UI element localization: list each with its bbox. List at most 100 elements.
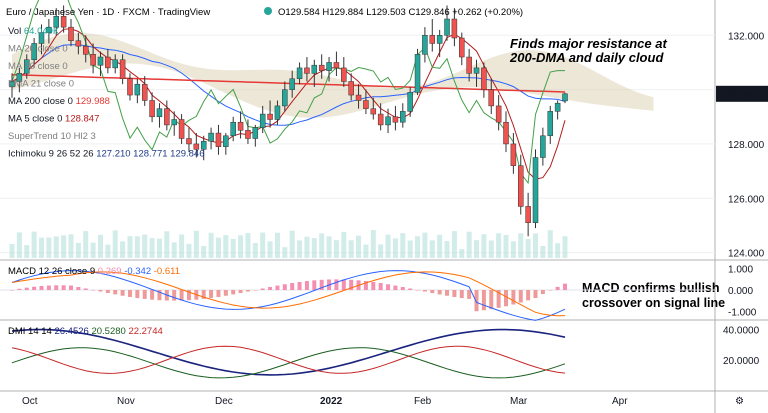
macd-histogram-bar (563, 283, 567, 290)
macd-histogram-bar (245, 290, 250, 292)
candle-body (53, 16, 59, 28)
volume-bar (156, 238, 162, 258)
dmi-pane-bg (0, 322, 715, 390)
volume-bar (186, 243, 192, 258)
candle-body (518, 165, 524, 207)
macd-histogram-bar (341, 279, 346, 290)
volume-bar (267, 241, 273, 258)
candle-body (422, 35, 428, 55)
candle-body (377, 113, 384, 126)
macd-histogram-bar (371, 281, 376, 290)
macd-histogram-bar (61, 285, 66, 290)
candle-body (16, 73, 23, 82)
macd-histogram-bar (297, 281, 302, 290)
macd-histogram-bar (275, 285, 280, 290)
volume-bar (311, 238, 317, 258)
candle-body (215, 132, 222, 147)
candle-body (252, 127, 259, 139)
candle-body (473, 67, 480, 74)
volume-bar (179, 234, 185, 258)
macd-histogram-bar (386, 284, 391, 290)
indicator-value: 64.049K (24, 26, 60, 37)
macd-histogram-bar (76, 286, 81, 290)
candle-body (112, 59, 118, 69)
indicator-value: 129.988 (76, 96, 110, 107)
volume-bar (437, 234, 443, 258)
price-axis-label: 124.000 (728, 249, 765, 260)
candle-body (333, 62, 340, 69)
candle-body (23, 59, 30, 74)
volume-bar (53, 236, 59, 258)
candle-body (164, 108, 170, 126)
dmi-value: 26.4526 (54, 326, 91, 337)
candle-body (259, 113, 266, 128)
candle-body (385, 116, 391, 126)
candle-body (296, 67, 303, 80)
candle-body (149, 100, 155, 118)
indicator-label: EMA 21 close 0 (8, 79, 74, 90)
volume-bar (370, 230, 376, 258)
candle-body (289, 78, 295, 90)
macd-value: 0.269 (98, 266, 124, 277)
volume-bar (149, 238, 155, 258)
candle-body (46, 26, 52, 33)
volume-bar (245, 233, 251, 258)
volume-bar (415, 236, 421, 258)
volume-bar (356, 235, 362, 258)
chikou-span-line (11, 0, 565, 185)
volume-bar (75, 242, 81, 258)
volume-bar (201, 246, 207, 258)
volume-bar (451, 231, 457, 258)
volume-bar (422, 232, 428, 258)
candle-body (134, 83, 141, 96)
candle-body (341, 67, 347, 82)
candle-body (554, 102, 561, 112)
volume-bar (385, 234, 391, 258)
dmi-label: DMI 14 14 26.4526 20.5280 22.2744 (8, 326, 163, 337)
price-axis-label: 128.000 (728, 140, 765, 151)
macd-histogram-bar (452, 290, 457, 297)
volume-bar (547, 230, 553, 258)
header-symbol: Euro / Japanese Yen · 1D · FXCM · Tradin… (6, 7, 210, 18)
macd-histogram-bar (511, 290, 516, 305)
candle-body (245, 130, 251, 139)
macd-histogram-bar (186, 290, 191, 301)
candle-body (414, 54, 421, 93)
last-price-badge (716, 85, 768, 102)
candle-body (311, 64, 318, 74)
candle-body (436, 35, 443, 44)
candle-body (429, 35, 436, 44)
indicator-label: SuperTrend 10 Hl2 3 (8, 131, 96, 142)
candle-body (208, 132, 214, 142)
volume-bar (481, 234, 487, 258)
volume-bar (16, 232, 22, 258)
volume-bar (459, 249, 465, 258)
macd-histogram-bar (526, 290, 531, 301)
volume-bar (319, 233, 325, 258)
macd-histogram-bar (319, 279, 324, 290)
macd-histogram-bar (24, 287, 29, 290)
macd-histogram-bar (408, 288, 413, 290)
volume-bar (238, 235, 244, 258)
candle-body (547, 111, 554, 137)
macd-histogram-bar (120, 290, 125, 296)
macd-axis-label: 1.000 (728, 264, 753, 275)
volume-bar (282, 247, 288, 258)
macd-histogram-bar (555, 286, 560, 290)
candle-body (178, 119, 185, 139)
candle-body (60, 16, 67, 28)
volume-bar (97, 234, 103, 258)
volume-bar (392, 238, 398, 258)
macd-histogram-bar (437, 290, 442, 295)
volume-bar (208, 232, 214, 258)
candle-body (193, 143, 200, 150)
volume-bar (525, 238, 531, 258)
candle-body (326, 62, 332, 71)
macd-histogram-bar (113, 290, 118, 295)
volume-bar (562, 236, 568, 258)
time-axis-label: Apr (612, 396, 628, 407)
macd-axis-label: -1.000 (728, 308, 757, 319)
macd-value: -0.611 (154, 266, 180, 277)
macd-histogram-bar (157, 290, 162, 301)
volume-bar (510, 241, 516, 258)
